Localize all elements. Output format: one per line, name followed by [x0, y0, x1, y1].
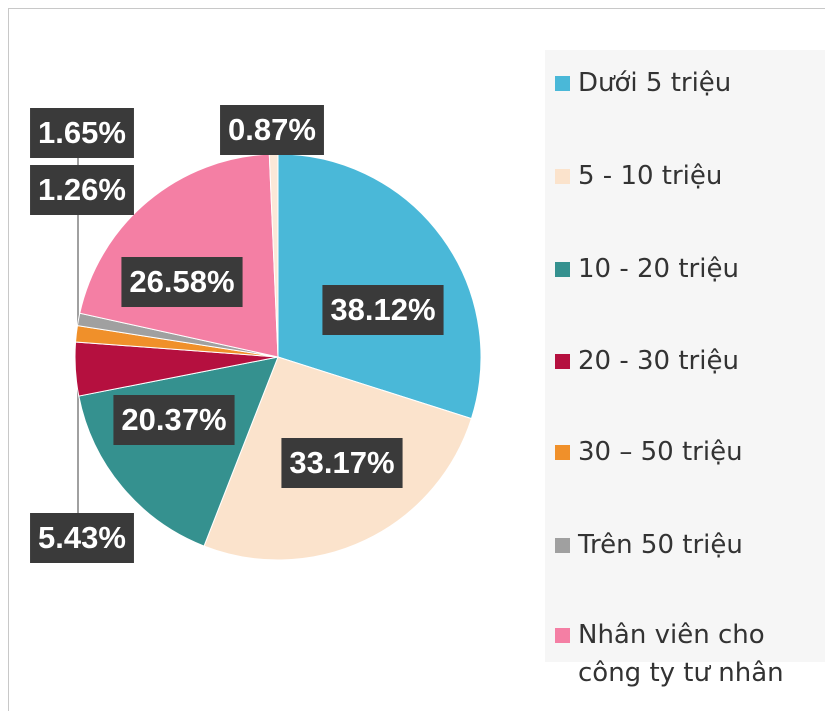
- legend-swatch: [555, 354, 570, 369]
- label-box: [30, 513, 134, 563]
- legend-swatch: [555, 262, 570, 277]
- legend-item: Nhân viên cho công ty tư nhân: [555, 616, 820, 692]
- legend-swatch: [555, 445, 570, 460]
- legend-item: 30 – 50 triệu: [555, 433, 820, 471]
- legend-label: 20 - 30 triệu: [578, 346, 739, 376]
- legend-item: 10 - 20 triệu: [555, 250, 820, 288]
- legend-label: 30 – 50 triệu: [578, 437, 743, 467]
- label-box: [113, 395, 235, 445]
- legend-label: Dưới 5 triệu: [578, 68, 732, 98]
- value-label: 26.58%: [129, 264, 234, 299]
- legend-swatch: [555, 538, 570, 553]
- value-label: 33.17%: [289, 445, 394, 480]
- data-label: 1.65%: [30, 108, 134, 158]
- value-label: 20.37%: [121, 402, 226, 437]
- value-label: 38.12%: [330, 292, 435, 327]
- frame: [8, 8, 825, 711]
- data-label: 26.58%: [121, 257, 243, 307]
- legend-label: 5 - 10 triệu: [578, 161, 723, 191]
- value-label: 1.65%: [38, 115, 126, 150]
- label-box: [322, 285, 444, 335]
- data-label: 38.12%: [322, 285, 444, 335]
- data-label: 1.26%: [30, 165, 134, 215]
- legend-label: Trên 50 triệu: [578, 530, 743, 560]
- data-label: 20.37%: [113, 395, 235, 445]
- legend-item: 20 - 30 triệu: [555, 342, 820, 380]
- legend-swatch: [555, 628, 570, 643]
- legend-item: Dưới 5 triệu: [555, 64, 820, 102]
- label-box: [121, 257, 243, 307]
- legend-item: Trên 50 triệu: [555, 526, 820, 564]
- legend-label: 10 - 20 triệu: [578, 254, 739, 284]
- legend-swatch: [555, 169, 570, 184]
- legend-swatch: [555, 76, 570, 91]
- legend-label: Nhân viên cho công ty tư nhân: [578, 620, 784, 688]
- label-box: [281, 438, 403, 488]
- legend-item: 5 - 10 triệu: [555, 157, 820, 195]
- value-label: 0.87%: [228, 112, 316, 147]
- data-label: 0.87%: [220, 105, 324, 155]
- data-label: 33.17%: [281, 438, 403, 488]
- value-label: 1.26%: [38, 172, 126, 207]
- legend: Dưới 5 triệu 5 - 10 triệu 10 - 20 triệu 20 …: [545, 50, 825, 688]
- value-label: 5.43%: [38, 520, 126, 555]
- label-box: [30, 165, 134, 215]
- data-label: 5.43%: [30, 513, 134, 563]
- pie: [74, 153, 482, 561]
- label-box: [220, 105, 324, 155]
- label-box: [30, 108, 134, 158]
